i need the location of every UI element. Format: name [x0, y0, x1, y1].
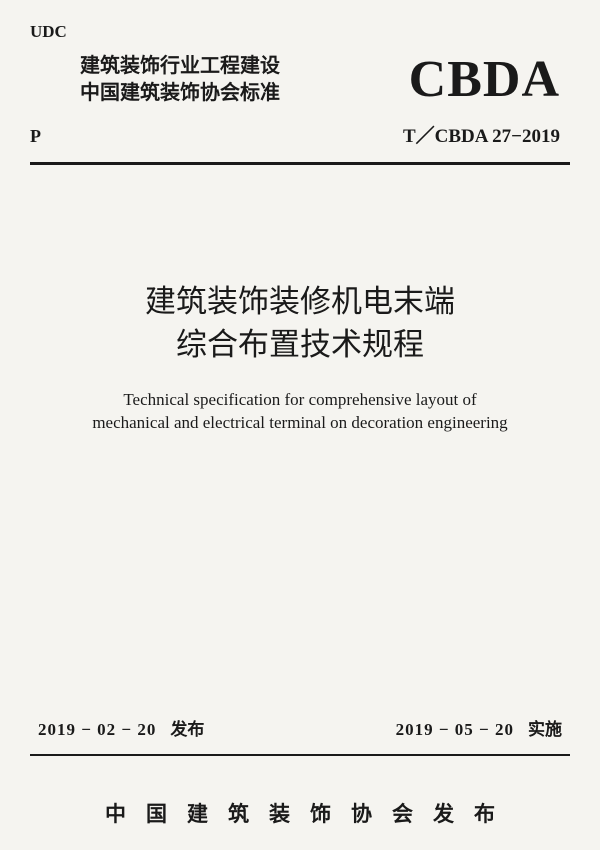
org-line-1: 建筑装饰行业工程建设	[80, 53, 280, 80]
title-block: 建筑装饰装修机电末端 综合布置技术规程 Technical specificat…	[30, 280, 570, 435]
standard-cover-page: UDC 建筑装饰行业工程建设 中国建筑装饰协会标准 CBDA P T／CBDA …	[0, 0, 600, 850]
standard-code: T／CBDA 27−2019	[403, 121, 560, 148]
issue-label: 发布	[170, 715, 204, 740]
cbda-logo: CBDA	[409, 50, 560, 109]
udc-label: UDC	[30, 22, 570, 42]
title-chinese: 建筑装饰装修机电末端 综合布置技术规程	[30, 280, 570, 367]
divider-top	[30, 162, 570, 165]
issue-date-item: 2019 − 02 − 20 发布	[38, 715, 204, 740]
effective-label: 实施	[528, 715, 562, 740]
title-en-line-2: mechanical and electrical terminal on de…	[30, 412, 570, 435]
effective-date: 2019 − 05 − 20	[396, 720, 514, 740]
title-cn-line-1: 建筑装饰装修机电末端	[30, 280, 570, 323]
code-row: P T／CBDA 27−2019	[30, 121, 570, 148]
org-line-2: 中国建筑装饰协会标准	[80, 80, 280, 107]
title-english: Technical specification for comprehensiv…	[30, 389, 570, 435]
dates-row: 2019 − 02 − 20 发布 2019 − 05 − 20 实施	[30, 715, 570, 740]
issuing-org: 建筑装饰行业工程建设 中国建筑装饰协会标准	[80, 53, 280, 107]
title-cn-line-2: 综合布置技术规程	[30, 323, 570, 366]
issue-date: 2019 − 02 − 20	[38, 720, 156, 740]
effective-date-item: 2019 − 05 − 20 实施	[396, 715, 562, 740]
divider-bottom	[30, 754, 570, 756]
classification-p: P	[30, 126, 41, 147]
header-row: 建筑装饰行业工程建设 中国建筑装饰协会标准 CBDA	[30, 50, 570, 109]
title-en-line-1: Technical specification for comprehensiv…	[30, 389, 570, 412]
publisher: 中国建筑装饰协会发布	[30, 798, 570, 828]
